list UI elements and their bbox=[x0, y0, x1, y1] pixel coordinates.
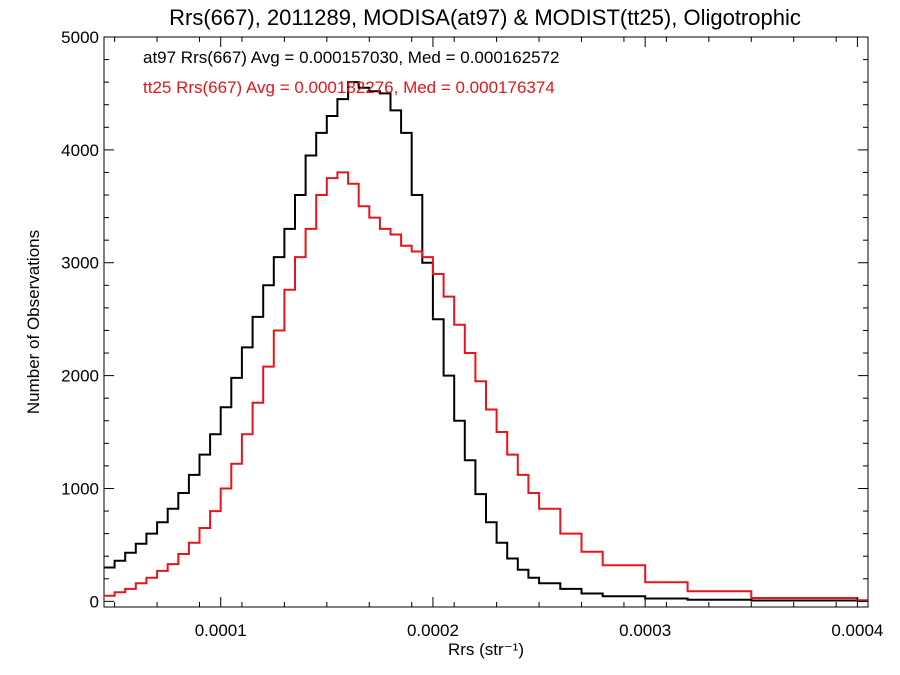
x-tick-label: 0.0002 bbox=[407, 621, 459, 640]
y-tick-label: 5000 bbox=[61, 28, 99, 47]
annotation-tt25: tt25 Rrs(667) Avg = 0.000182276, Med = 0… bbox=[143, 78, 555, 97]
y-tick-label: 1000 bbox=[61, 479, 99, 498]
x-tick-label: 0.0003 bbox=[619, 621, 671, 640]
y-axis-title: Number of Observations bbox=[24, 230, 43, 414]
plot-frame bbox=[103, 36, 869, 608]
y-tick-label: 3000 bbox=[61, 254, 99, 273]
series-layer bbox=[104, 81, 868, 602]
x-axis-title: Rrs (str⁻¹) bbox=[448, 640, 524, 659]
y-tick-label: 0 bbox=[90, 592, 99, 611]
y-tick-label: 2000 bbox=[61, 367, 99, 386]
y-tick-label: 4000 bbox=[61, 141, 99, 160]
annotation-at97: at97 Rrs(667) Avg = 0.000157030, Med = 0… bbox=[143, 48, 560, 67]
ticks-layer: 0.0001 0.0002 0.0003 0.0004 0 1000 2000 3000 400… bbox=[61, 28, 883, 640]
series-line-1 bbox=[104, 81, 868, 602]
x-tick-label: 0.0004 bbox=[831, 621, 883, 640]
x-tick-label: 0.0001 bbox=[195, 621, 247, 640]
chart-title: Rrs(667), 2011289, MODISA(at97) & MODIST… bbox=[169, 5, 801, 30]
series-line-2 bbox=[104, 171, 868, 602]
